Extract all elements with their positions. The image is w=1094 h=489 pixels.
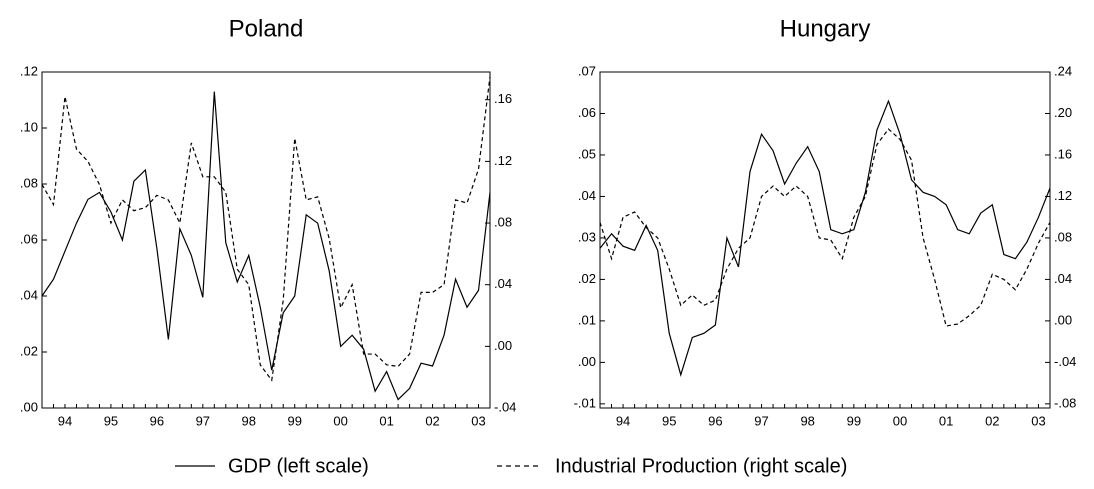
x-tick-label: 97: [196, 413, 210, 428]
y2-tick-label: .04: [494, 276, 512, 291]
legend-label: GDP (left scale): [228, 455, 369, 477]
x-tick-label: 95: [662, 413, 676, 428]
x-tick-label: 00: [893, 413, 907, 428]
y-tick-label: .01: [578, 312, 596, 327]
x-tick-label: 00: [333, 413, 347, 428]
x-tick-label: 94: [58, 413, 72, 428]
y-tick-label: .07: [578, 63, 596, 78]
x-tick-label: 96: [150, 413, 164, 428]
y-tick-label: .12: [20, 63, 38, 78]
y2-tick-label: .16: [1054, 146, 1072, 161]
y-tick-label: .00: [578, 354, 596, 369]
series-line: [599, 128, 1051, 327]
legend-label: Industrial Production (right scale): [555, 455, 847, 477]
y2-tick-label: .24: [1054, 63, 1072, 78]
y-tick-label: .05: [578, 146, 596, 161]
x-tick-label: 03: [471, 413, 485, 428]
chart-title: Hungary: [780, 15, 871, 42]
x-tick-label: 01: [939, 413, 953, 428]
y-tick-label: -.01: [574, 395, 596, 410]
y2-tick-label: -.04: [1054, 354, 1076, 369]
x-tick-label: 01: [379, 413, 393, 428]
x-tick-label: 02: [425, 413, 439, 428]
y-tick-label: .06: [20, 231, 38, 246]
y-tick-label: .04: [20, 287, 38, 302]
x-tick-label: 03: [1031, 413, 1045, 428]
y2-tick-label: .00: [1054, 312, 1072, 327]
y2-tick-label: .08: [1054, 229, 1072, 244]
y-tick-label: .10: [20, 119, 38, 134]
y2-tick-label: .12: [494, 153, 512, 168]
series-line: [41, 91, 491, 401]
y-tick-label: .03: [578, 229, 596, 244]
y2-tick-label: .12: [1054, 188, 1072, 203]
y2-tick-label: .16: [494, 91, 512, 106]
x-tick-label: 98: [242, 413, 256, 428]
y-tick-label: .00: [20, 399, 38, 414]
y2-tick-label: -.04: [494, 399, 516, 414]
y-tick-label: .04: [578, 188, 596, 203]
x-tick-label: 96: [708, 413, 722, 428]
x-tick-label: 95: [104, 413, 118, 428]
y-tick-label: .08: [20, 175, 38, 190]
y-tick-label: .02: [20, 343, 38, 358]
x-tick-label: 99: [287, 413, 301, 428]
series-line: [41, 76, 491, 382]
x-tick-label: 02: [985, 413, 999, 428]
y2-tick-label: .04: [1054, 271, 1072, 286]
x-tick-label: 98: [800, 413, 814, 428]
y2-tick-label: .20: [1054, 105, 1072, 120]
series-line: [599, 99, 1051, 377]
y2-tick-label: .08: [494, 214, 512, 229]
y-tick-label: .02: [578, 271, 596, 286]
y2-tick-label: .00: [494, 338, 512, 353]
plot-frame: [41, 71, 491, 409]
chart-title: Poland: [229, 15, 304, 42]
y-tick-label: .06: [578, 105, 596, 120]
x-tick-label: 99: [847, 413, 861, 428]
x-tick-label: 97: [754, 413, 768, 428]
x-tick-label: 94: [616, 413, 630, 428]
y2-tick-label: -.08: [1054, 395, 1076, 410]
plot-frame: [599, 71, 1051, 409]
